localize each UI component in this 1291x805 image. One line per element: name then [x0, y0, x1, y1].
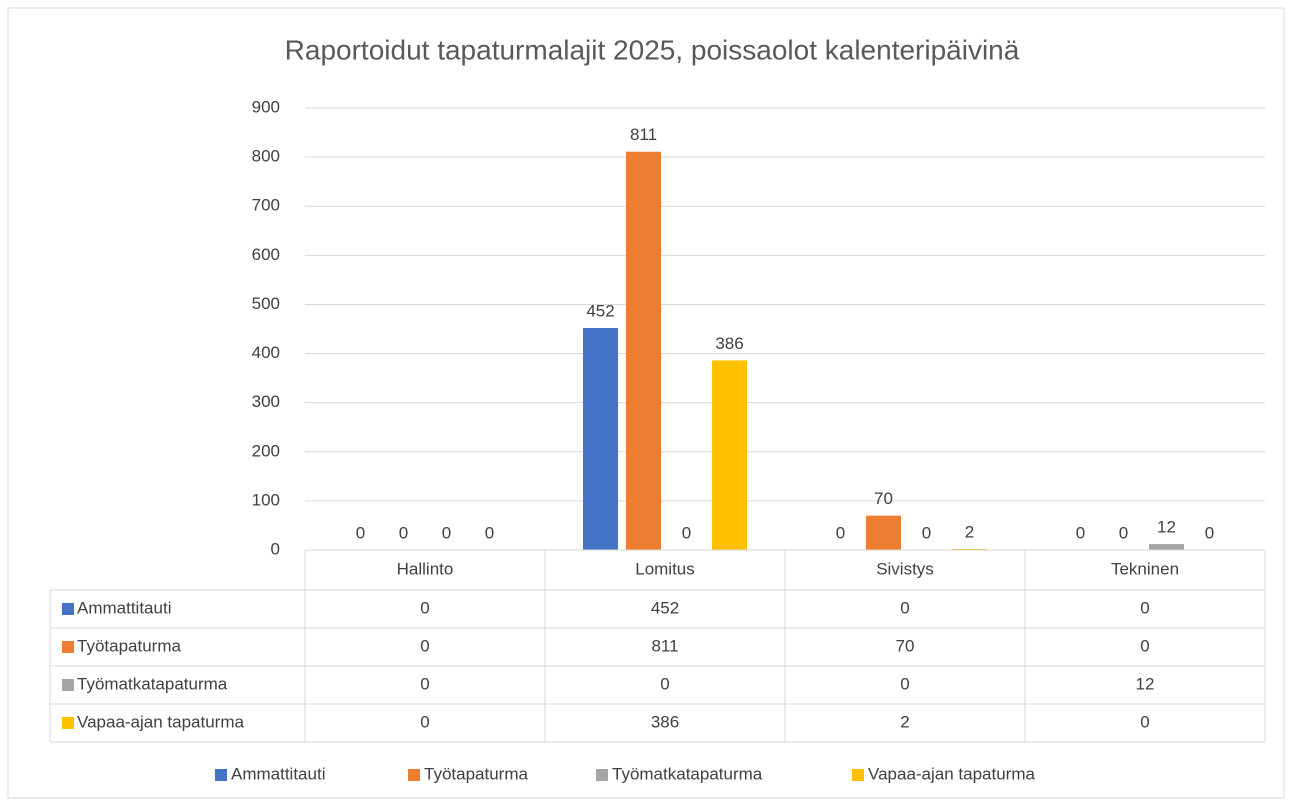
- table-legend-key: [62, 603, 74, 615]
- data-label: 452: [586, 302, 614, 321]
- y-tick-label: 300: [252, 392, 280, 411]
- table-cell: 0: [420, 598, 429, 617]
- bar: [583, 328, 618, 550]
- table-cell: 0: [1140, 598, 1149, 617]
- data-label: 0: [1076, 523, 1085, 542]
- table-cell: 0: [420, 636, 429, 655]
- bar: [866, 515, 901, 550]
- table-legend-key: [62, 717, 74, 729]
- table-cell: 452: [651, 598, 679, 617]
- table-cell: 0: [420, 674, 429, 693]
- data-label: 0: [922, 523, 931, 542]
- y-tick-label: 200: [252, 441, 280, 460]
- table-cell: 0: [660, 674, 669, 693]
- table-header: Sivistys: [876, 559, 934, 578]
- data-label: 0: [356, 523, 365, 542]
- table-cell: 70: [896, 636, 915, 655]
- legend-key: [852, 769, 864, 781]
- table-legend-key: [62, 679, 74, 691]
- legend-key: [596, 769, 608, 781]
- y-tick-label: 100: [252, 490, 280, 509]
- data-label: 0: [1119, 523, 1128, 542]
- table-cell: 0: [900, 674, 909, 693]
- table-cell: 0: [1140, 636, 1149, 655]
- y-tick-label: 700: [252, 196, 280, 215]
- legend-label: Työtapaturma: [424, 764, 528, 783]
- y-tick-label: 900: [252, 97, 280, 116]
- y-tick-label: 800: [252, 147, 280, 166]
- bar: [712, 360, 747, 550]
- data-label: 12: [1157, 518, 1176, 537]
- table-cell: 2: [900, 712, 909, 731]
- table-cell: 12: [1136, 674, 1155, 693]
- table-cell: 386: [651, 712, 679, 731]
- bar: [1149, 544, 1184, 550]
- legend-key: [215, 769, 227, 781]
- table-cell: 0: [420, 712, 429, 731]
- data-label: 386: [715, 334, 743, 353]
- table-row-label: Työmatkatapaturma: [77, 674, 228, 693]
- data-label: 0: [682, 523, 691, 542]
- y-tick-label: 400: [252, 343, 280, 362]
- table-header: Tekninen: [1111, 559, 1179, 578]
- y-tick-label: 500: [252, 294, 280, 313]
- data-label: 0: [399, 523, 408, 542]
- data-label: 0: [836, 523, 845, 542]
- table-row-label: Vapaa-ajan tapaturma: [77, 712, 245, 731]
- data-label: 70: [874, 489, 893, 508]
- bar: [626, 151, 661, 550]
- table-row-label: Ammattitauti: [77, 598, 171, 617]
- data-label: 811: [630, 125, 657, 144]
- table-header: Lomitus: [635, 559, 695, 578]
- table-header: Hallinto: [397, 559, 454, 578]
- chart-title: Raportoidut tapaturmalajit 2025, poissao…: [285, 34, 1020, 65]
- table-row-label: Työtapaturma: [77, 636, 181, 655]
- data-label: 0: [1205, 523, 1214, 542]
- y-tick-label: 0: [271, 539, 280, 558]
- y-tick-label: 600: [252, 245, 280, 264]
- table-cell: 0: [1140, 712, 1149, 731]
- data-label: 0: [442, 523, 451, 542]
- table-cell: 0: [900, 598, 909, 617]
- legend-label: Ammattitauti: [231, 764, 325, 783]
- legend-key: [408, 769, 420, 781]
- legend-label: Työmatkatapaturma: [612, 764, 763, 783]
- legend-label: Vapaa-ajan tapaturma: [868, 764, 1036, 783]
- table-cell: 811: [651, 636, 678, 655]
- data-label: 0: [485, 523, 494, 542]
- data-label: 2: [965, 523, 974, 542]
- table-legend-key: [62, 641, 74, 653]
